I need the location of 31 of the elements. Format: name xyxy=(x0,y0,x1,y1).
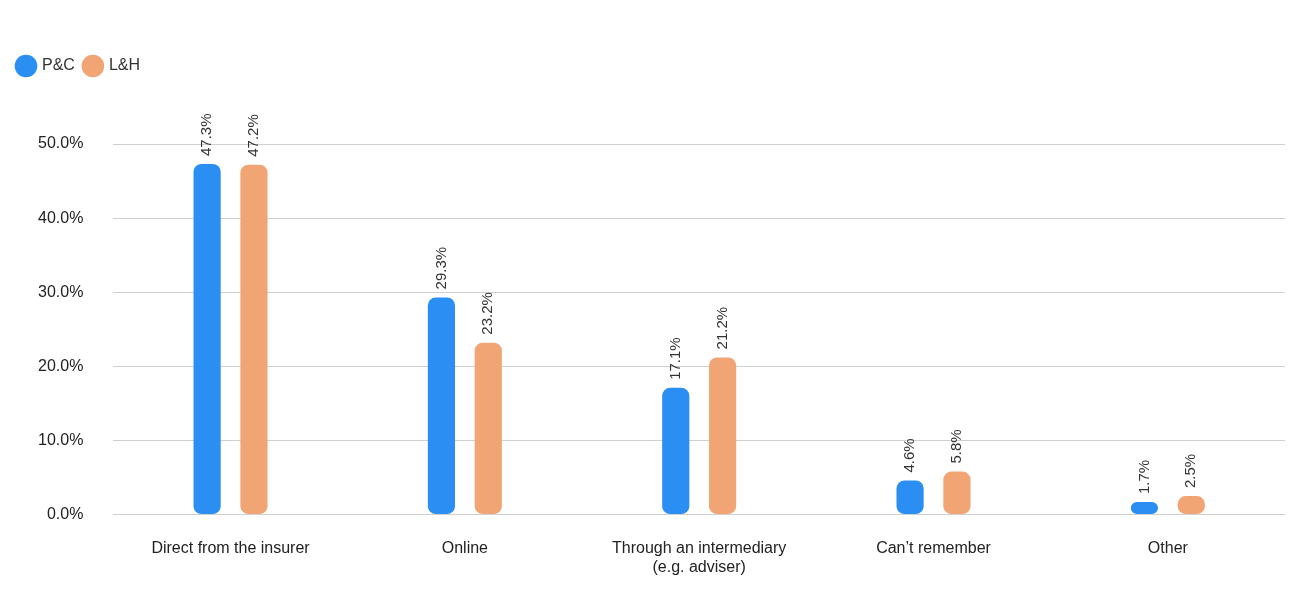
bar xyxy=(662,387,690,515)
y-tick-label: 10.0% xyxy=(37,430,84,448)
x-tick-label: Can’t remember xyxy=(876,538,992,556)
data-label: 1.7% xyxy=(1134,459,1152,494)
y-tick-label: 30.0% xyxy=(37,282,84,300)
data-label: 23.2% xyxy=(478,292,496,335)
y-tick-label: 50.0% xyxy=(37,134,84,152)
bar xyxy=(193,164,221,515)
y-tick-label: 0.0% xyxy=(46,505,84,523)
data-label: 2.5% xyxy=(1181,453,1199,489)
x-tick-label: Online xyxy=(441,538,489,556)
bar xyxy=(943,471,971,515)
y-tick-label: 20.0% xyxy=(37,356,84,374)
data-label: 29.3% xyxy=(431,246,449,290)
x-tick-label: Direct from the insurer xyxy=(151,538,311,556)
bar xyxy=(896,480,924,515)
data-label: 47.3% xyxy=(197,113,215,157)
x-tick-label: Through an intermediary (e.g. adviser) xyxy=(612,538,787,575)
data-label: 4.6% xyxy=(900,438,918,473)
x-tick-label: Other xyxy=(1147,538,1189,556)
bar xyxy=(709,357,737,515)
legend-label: P&C xyxy=(42,56,75,74)
data-label: 17.1% xyxy=(665,337,683,380)
legend-label: L&H xyxy=(108,56,141,74)
data-label: 5.8% xyxy=(947,429,965,464)
y-tick-label: 40.0% xyxy=(37,208,84,226)
bar xyxy=(240,164,268,515)
bar xyxy=(474,342,502,515)
bar xyxy=(427,297,456,515)
data-label: 21.2% xyxy=(712,306,730,350)
data-label: 47.2% xyxy=(244,114,262,157)
